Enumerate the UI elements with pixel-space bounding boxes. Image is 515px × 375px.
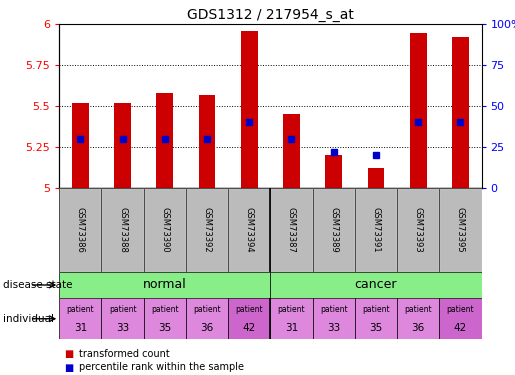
Bar — [59, 188, 101, 272]
Text: patient: patient — [109, 305, 136, 314]
Text: 33: 33 — [327, 323, 340, 333]
Bar — [270, 272, 482, 298]
Text: patient: patient — [404, 305, 432, 314]
Bar — [59, 188, 101, 272]
Bar — [270, 188, 313, 272]
Bar — [270, 188, 313, 272]
Text: patient: patient — [278, 305, 305, 314]
Bar — [439, 188, 482, 272]
Bar — [114, 103, 131, 188]
Text: 36: 36 — [411, 323, 425, 333]
Text: 31: 31 — [74, 323, 87, 333]
Text: GSM73395: GSM73395 — [456, 207, 465, 252]
Text: individual: individual — [3, 314, 54, 324]
Bar — [313, 298, 355, 339]
Text: patient: patient — [362, 305, 390, 314]
Text: GSM73387: GSM73387 — [287, 207, 296, 253]
Text: GSM73393: GSM73393 — [414, 207, 423, 253]
Bar — [397, 298, 439, 339]
Bar — [452, 38, 469, 188]
Text: patient: patient — [151, 305, 179, 314]
Text: percentile rank within the sample: percentile rank within the sample — [79, 363, 244, 372]
Bar — [199, 94, 215, 188]
Text: 35: 35 — [158, 323, 171, 333]
Bar — [228, 188, 270, 272]
Bar — [101, 298, 144, 339]
Bar — [241, 31, 258, 188]
Bar — [439, 188, 482, 272]
Text: ■: ■ — [64, 349, 74, 358]
Bar — [59, 298, 101, 339]
Bar — [325, 155, 342, 188]
Text: cancer: cancer — [355, 279, 397, 291]
Bar — [157, 93, 173, 188]
Bar — [228, 188, 270, 272]
Text: 42: 42 — [454, 323, 467, 333]
Bar — [72, 103, 89, 188]
Bar — [144, 298, 186, 339]
Text: patient: patient — [235, 305, 263, 314]
Text: patient: patient — [193, 305, 221, 314]
Bar — [283, 114, 300, 188]
Bar — [270, 298, 313, 339]
Bar — [59, 272, 270, 298]
Text: 42: 42 — [243, 323, 256, 333]
Bar — [368, 168, 384, 188]
Text: normal: normal — [143, 279, 186, 291]
Bar — [410, 33, 426, 188]
Bar — [101, 188, 144, 272]
Text: GSM73394: GSM73394 — [245, 207, 254, 252]
Bar — [186, 298, 228, 339]
Text: 36: 36 — [200, 323, 214, 333]
Bar — [439, 298, 482, 339]
Title: GDS1312 / 217954_s_at: GDS1312 / 217954_s_at — [187, 8, 354, 22]
Bar — [186, 188, 228, 272]
Text: GSM73391: GSM73391 — [371, 207, 381, 252]
Text: 35: 35 — [369, 323, 383, 333]
Bar — [355, 298, 397, 339]
Text: patient: patient — [447, 305, 474, 314]
Bar — [313, 188, 355, 272]
Bar — [313, 188, 355, 272]
Text: patient: patient — [320, 305, 348, 314]
Text: GSM73386: GSM73386 — [76, 207, 85, 253]
Text: 31: 31 — [285, 323, 298, 333]
Bar — [144, 188, 186, 272]
Bar — [355, 188, 397, 272]
Bar — [101, 188, 144, 272]
Bar — [397, 188, 439, 272]
Text: disease state: disease state — [3, 280, 72, 290]
Bar — [355, 188, 397, 272]
Text: GSM73390: GSM73390 — [160, 207, 169, 252]
Text: GSM73388: GSM73388 — [118, 207, 127, 253]
Text: GSM73392: GSM73392 — [202, 207, 212, 252]
Bar — [397, 188, 439, 272]
Text: ■: ■ — [64, 363, 74, 372]
Bar — [186, 188, 228, 272]
Text: patient: patient — [66, 305, 94, 314]
Text: 33: 33 — [116, 323, 129, 333]
Bar — [228, 298, 270, 339]
Text: transformed count: transformed count — [79, 349, 169, 358]
Bar — [144, 188, 186, 272]
Text: GSM73389: GSM73389 — [329, 207, 338, 253]
